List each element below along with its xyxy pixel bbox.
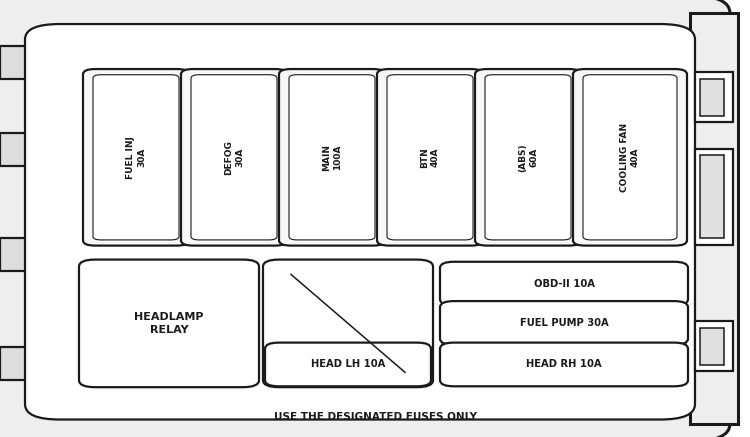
Text: BTN
40A: BTN 40A — [420, 147, 440, 168]
Bar — [0, 46, 28, 79]
FancyBboxPatch shape — [279, 69, 385, 246]
FancyBboxPatch shape — [485, 75, 571, 240]
Text: HEADLAMP
RELAY: HEADLAMP RELAY — [134, 312, 204, 335]
Bar — [695, 149, 733, 245]
FancyBboxPatch shape — [83, 69, 189, 246]
Text: HEAD LH 10A: HEAD LH 10A — [310, 360, 386, 369]
FancyBboxPatch shape — [263, 260, 433, 387]
Text: DEFOG
30A: DEFOG 30A — [224, 140, 244, 175]
FancyBboxPatch shape — [475, 69, 581, 246]
Bar — [700, 79, 724, 116]
Text: MAIN
100A: MAIN 100A — [322, 144, 342, 171]
Bar — [0, 133, 28, 166]
FancyBboxPatch shape — [573, 69, 687, 246]
FancyBboxPatch shape — [440, 301, 688, 345]
Bar — [0, 238, 28, 271]
FancyBboxPatch shape — [265, 343, 431, 386]
FancyBboxPatch shape — [440, 262, 688, 305]
Text: USE THE DESIGNATED FUSES ONLY: USE THE DESIGNATED FUSES ONLY — [274, 413, 476, 422]
FancyBboxPatch shape — [181, 69, 287, 246]
FancyBboxPatch shape — [93, 75, 179, 240]
FancyBboxPatch shape — [289, 75, 375, 240]
Text: (ABS)
60A: (ABS) 60A — [518, 143, 538, 172]
FancyBboxPatch shape — [191, 75, 277, 240]
Bar — [690, 13, 738, 424]
Bar — [700, 328, 724, 365]
FancyBboxPatch shape — [79, 260, 259, 387]
Bar — [695, 321, 733, 371]
FancyBboxPatch shape — [440, 343, 688, 386]
Text: COOLING FAN
40A: COOLING FAN 40A — [620, 123, 640, 192]
FancyBboxPatch shape — [583, 75, 677, 240]
Text: FUEL INJ
30A: FUEL INJ 30A — [126, 136, 146, 179]
FancyBboxPatch shape — [25, 24, 695, 420]
Bar — [700, 155, 724, 238]
FancyBboxPatch shape — [387, 75, 473, 240]
FancyBboxPatch shape — [377, 69, 483, 246]
Bar — [0, 347, 28, 380]
FancyBboxPatch shape — [0, 0, 730, 437]
Text: HEAD RH 10A: HEAD RH 10A — [526, 360, 602, 369]
Bar — [695, 72, 733, 122]
Text: OBD-II 10A: OBD-II 10A — [533, 279, 595, 288]
Text: FUEL PUMP 30A: FUEL PUMP 30A — [520, 318, 608, 328]
